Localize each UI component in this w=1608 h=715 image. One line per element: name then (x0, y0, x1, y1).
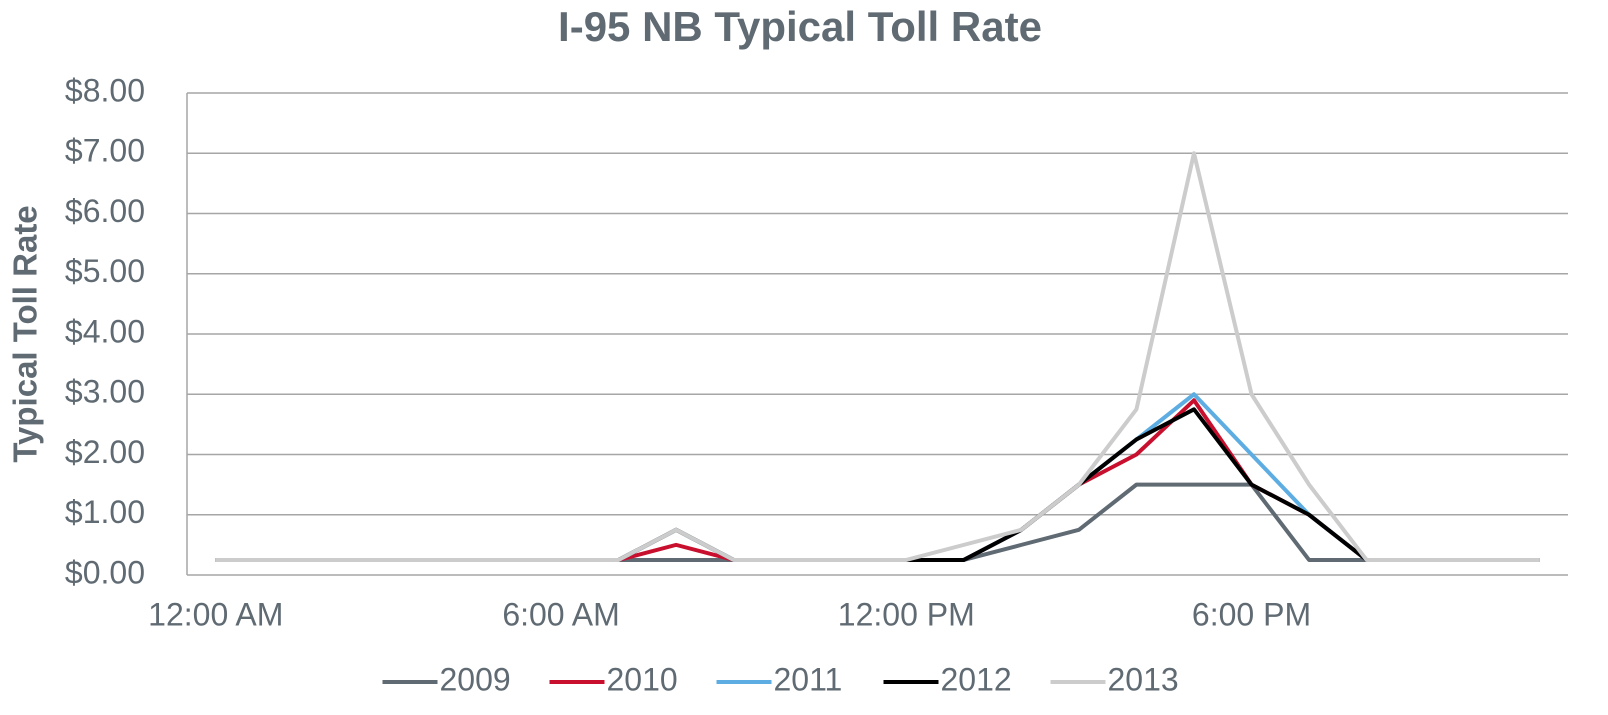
y-axis-title: Typical Toll Rate (7, 205, 44, 462)
y-tick-label: $4.00 (65, 313, 145, 349)
legend-label: 2010 (607, 661, 678, 697)
series-line (215, 392, 1540, 562)
legend-label: 2011 (774, 661, 843, 697)
y-tick-label: $2.00 (65, 434, 145, 470)
series-line (215, 151, 1540, 562)
series-line (215, 482, 1540, 562)
y-tick-label: $6.00 (65, 193, 145, 229)
series-line (215, 407, 1540, 562)
y-tick-label: $7.00 (65, 133, 145, 169)
chart-title: I-95 NB Typical Toll Rate (558, 3, 1042, 50)
y-tick-label: $3.00 (65, 374, 145, 410)
x-tick-label: 12:00 AM (148, 596, 283, 632)
legend-label: 2013 (1108, 661, 1179, 697)
y-tick-label: $0.00 (65, 554, 145, 590)
legend-label: 2012 (941, 661, 1012, 697)
x-tick-label: 12:00 PM (838, 596, 975, 632)
legend-label: 2009 (440, 661, 511, 697)
y-tick-label: $5.00 (65, 253, 145, 289)
x-tick-label: 6:00 AM (502, 596, 619, 632)
x-tick-label: 6:00 PM (1192, 596, 1311, 632)
series-line (215, 398, 1540, 562)
y-tick-label: $1.00 (65, 494, 145, 530)
y-tick-label: $8.00 (65, 72, 145, 108)
